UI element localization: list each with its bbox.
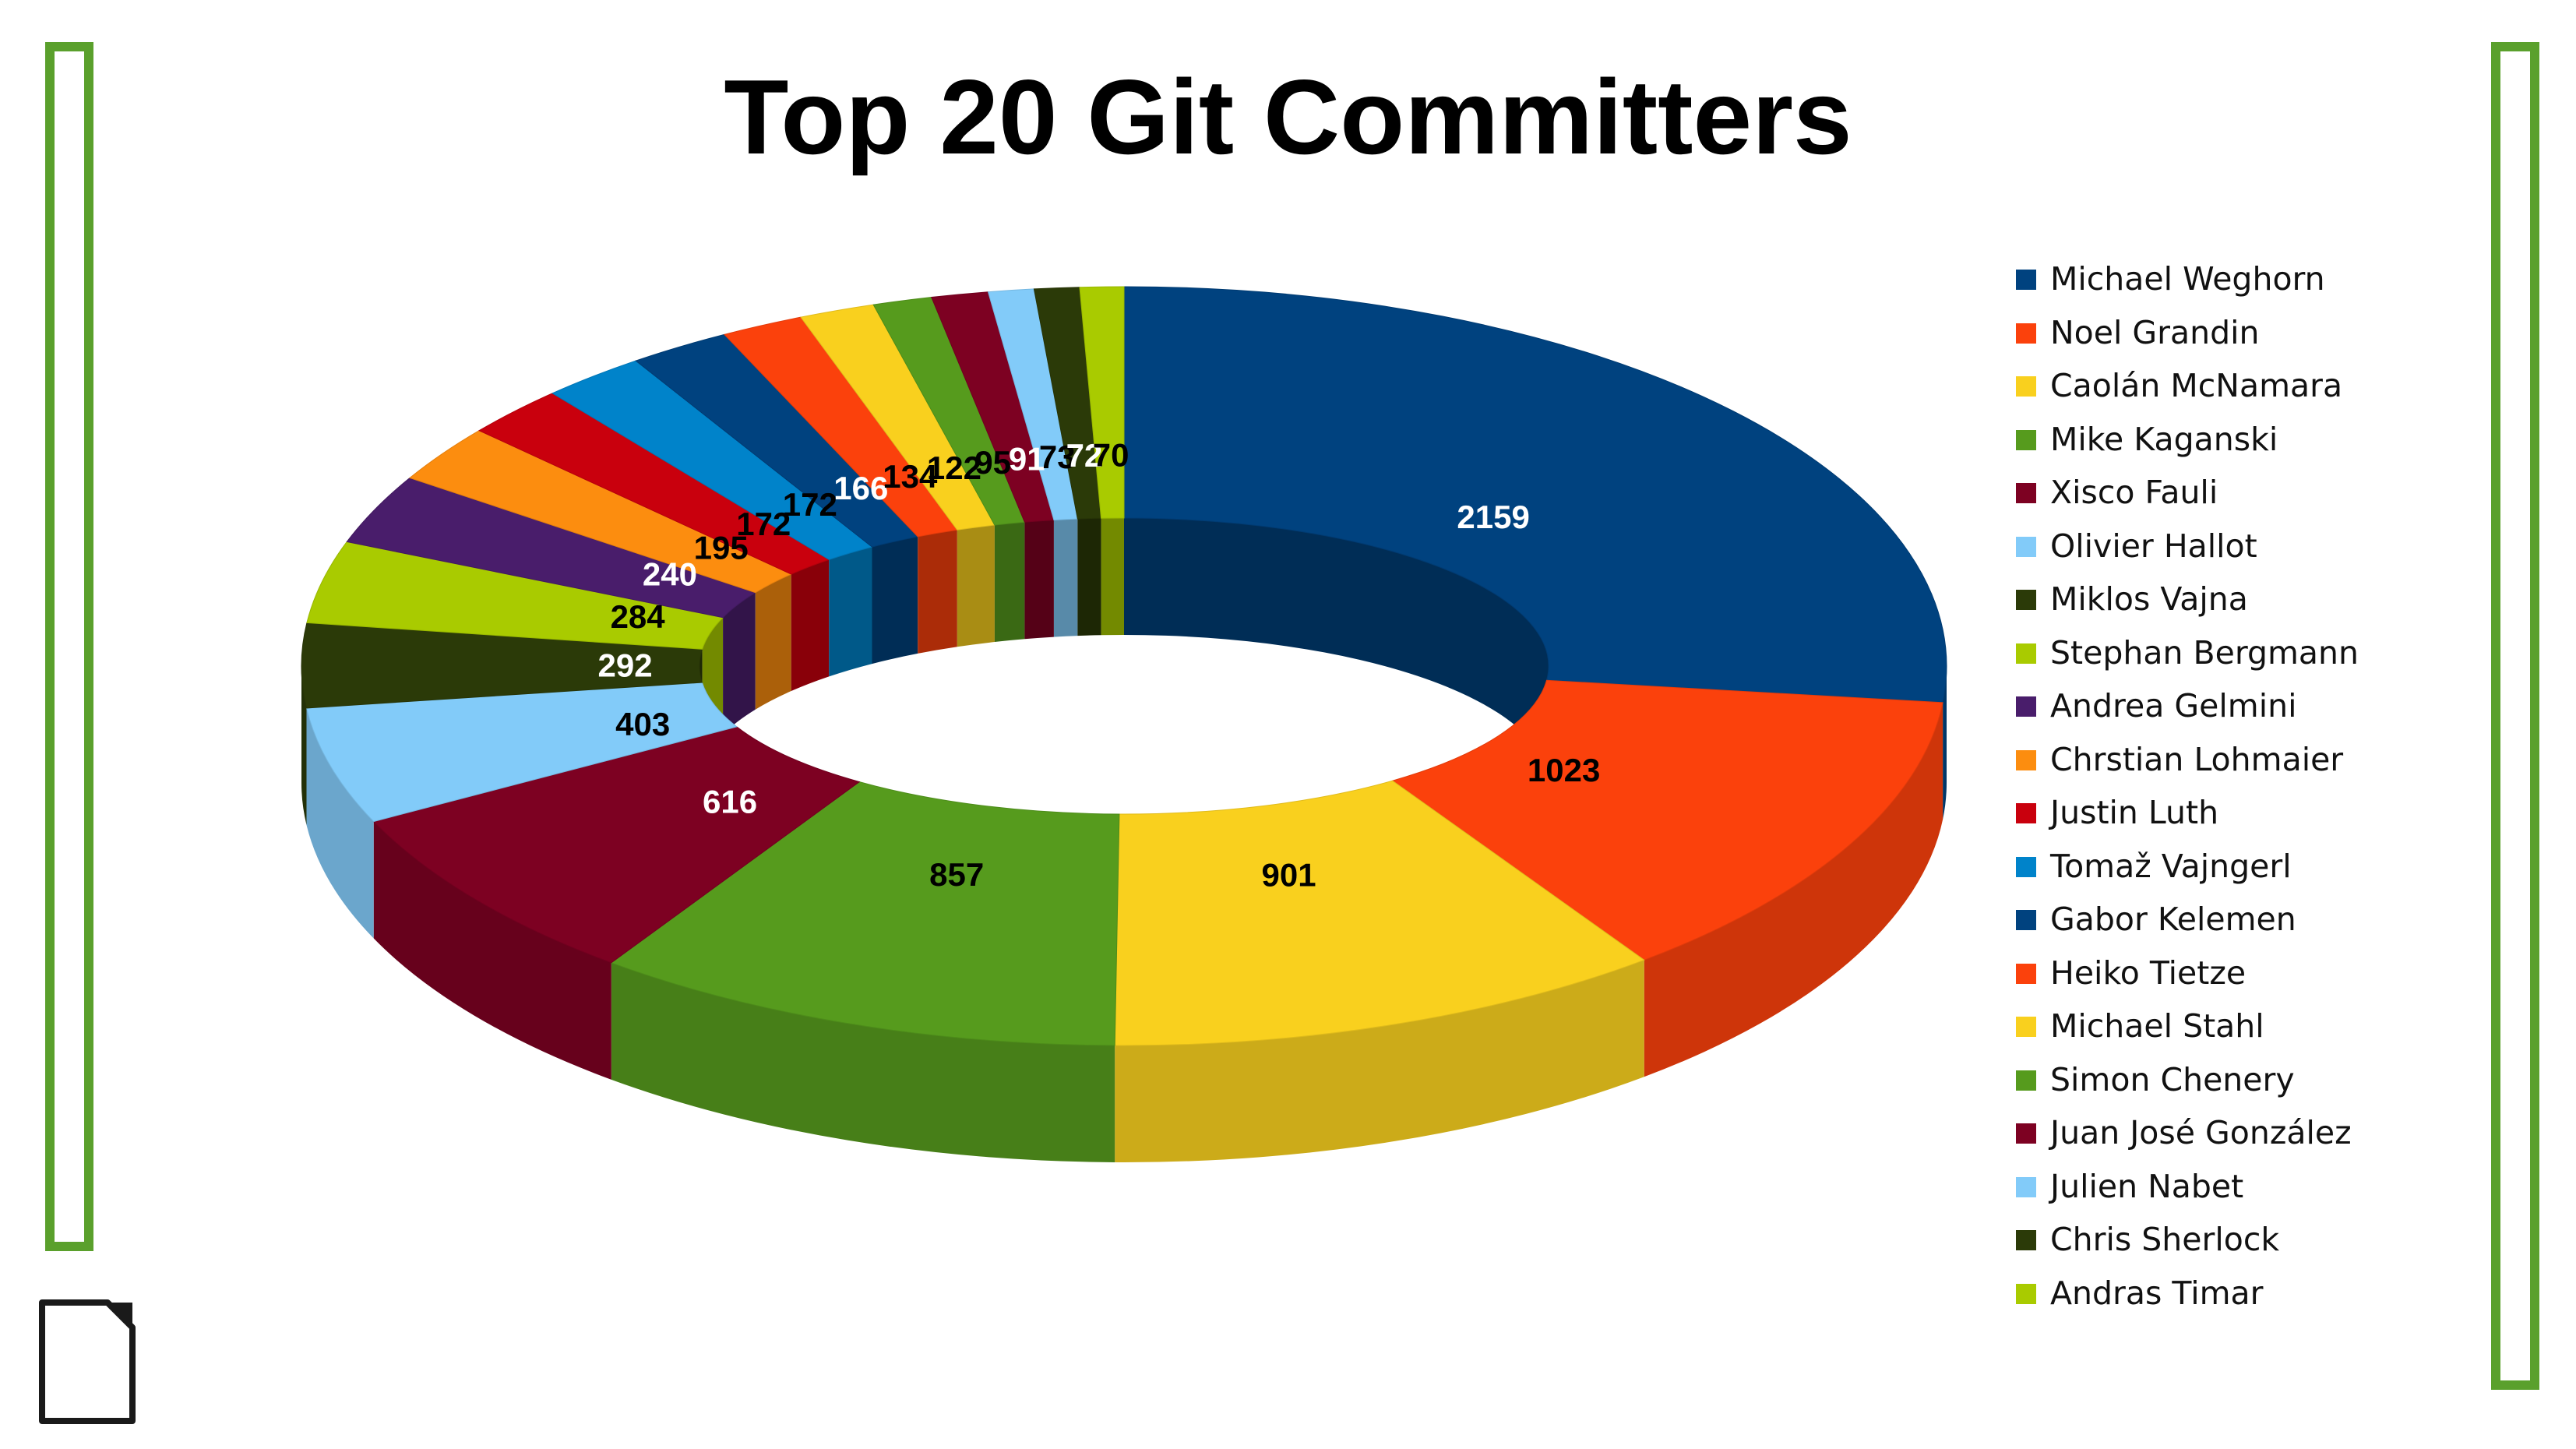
donut-inner-wall bbox=[957, 525, 995, 647]
slice-caolan-mcnamara bbox=[1114, 780, 1645, 1046]
left-frame-bar bbox=[45, 42, 93, 1251]
slice-andras-timar bbox=[1079, 286, 1125, 519]
slice-value-label: 95 bbox=[974, 444, 1011, 481]
donut-inner-wall bbox=[994, 522, 1025, 643]
donut-side bbox=[1943, 666, 1947, 820]
slice-value-label: 284 bbox=[611, 598, 666, 635]
donut-inner-wall bbox=[1053, 519, 1078, 637]
legend-swatch bbox=[2016, 910, 2036, 930]
slice-value-label: 1023 bbox=[1528, 752, 1600, 788]
slice-value-label: 172 bbox=[736, 506, 791, 542]
donut-inner-wall bbox=[791, 559, 830, 692]
donut-inner-wall bbox=[1024, 520, 1054, 640]
slice-value-label: 172 bbox=[783, 486, 837, 523]
slice-mike-kaganski bbox=[610, 781, 1120, 1046]
donut-top-faces bbox=[301, 286, 1947, 1046]
legend-swatch bbox=[2016, 696, 2036, 717]
slice-value-label: 616 bbox=[703, 783, 757, 820]
slice-value-label: 901 bbox=[1262, 856, 1316, 893]
legend-swatch bbox=[2016, 590, 2036, 610]
donut-side bbox=[611, 962, 1115, 1162]
slice-value-label: 122 bbox=[927, 450, 981, 486]
legend-label: Chris Sherlock bbox=[2050, 1221, 2280, 1258]
libreoffice-document-icon bbox=[39, 1299, 136, 1424]
donut-inner-wall bbox=[755, 574, 791, 710]
donut-inner-wall bbox=[1077, 518, 1101, 636]
right-frame-bar bbox=[2491, 42, 2539, 1390]
legend-label: Julien Nabet bbox=[2050, 1167, 2244, 1205]
legend-label: Chrstian Lohmaier bbox=[2050, 740, 2344, 778]
legend-label: Tomaž Vajngerl bbox=[2050, 847, 2292, 885]
legend-label: Xisco Fauli bbox=[2050, 474, 2218, 511]
slice-michael-weghorn bbox=[1123, 286, 1947, 703]
legend-label: Andrea Gelmini bbox=[2050, 687, 2297, 724]
slice-noel-grandin bbox=[1391, 679, 1943, 961]
legend-swatch bbox=[2016, 1070, 2036, 1091]
legend-swatch bbox=[2016, 1230, 2036, 1250]
legend-swatch bbox=[2016, 856, 2036, 877]
slice-value-label: 73 bbox=[1039, 439, 1076, 475]
legend-label: Andras Timar bbox=[2050, 1274, 2264, 1312]
legend-label: Miklos Vajna bbox=[2050, 580, 2248, 618]
legend-label: Simon Chenery bbox=[2050, 1060, 2295, 1098]
slice-value-label: 2159 bbox=[1457, 499, 1529, 535]
legend-swatch bbox=[2016, 483, 2036, 503]
donut-inner-wall bbox=[1124, 518, 1549, 783]
legend-swatch bbox=[2016, 643, 2036, 664]
legend-label: Olivier Hallot bbox=[2050, 527, 2257, 565]
legend-swatch bbox=[2016, 749, 2036, 770]
donut-side bbox=[1115, 960, 1644, 1162]
legend-label: Michael Stahl bbox=[2050, 1007, 2264, 1045]
slice-value-label: 166 bbox=[833, 470, 888, 506]
slice-value-label: 240 bbox=[643, 555, 697, 592]
legend-label: Caolán McNamara bbox=[2050, 367, 2343, 404]
legend-label: Gabor Kelemen bbox=[2050, 901, 2296, 938]
legend-swatch bbox=[2016, 270, 2036, 290]
slice-value-label: 72 bbox=[1066, 437, 1103, 474]
slice-value-label: 134 bbox=[883, 458, 938, 495]
donut-inner-wall bbox=[872, 536, 918, 665]
legend-swatch bbox=[2016, 1017, 2036, 1037]
legend-swatch bbox=[2016, 1176, 2036, 1197]
legend-swatch bbox=[2016, 803, 2036, 823]
legend-swatch bbox=[2016, 1283, 2036, 1304]
donut-inner-wall bbox=[829, 547, 872, 677]
slice-value-label: 70 bbox=[1093, 436, 1129, 473]
slice-value-label: 857 bbox=[929, 856, 984, 893]
legend-swatch bbox=[2016, 429, 2036, 450]
donut-inner-walls bbox=[700, 518, 1549, 783]
legend-label: Justin Luth bbox=[2050, 794, 2219, 831]
legend-swatch bbox=[2016, 1123, 2036, 1144]
donut-inner-wall bbox=[1101, 518, 1124, 636]
legend-swatch bbox=[2016, 323, 2036, 344]
legend-swatch bbox=[2016, 376, 2036, 397]
legend-swatch bbox=[2016, 536, 2036, 557]
donut-side bbox=[306, 707, 374, 939]
donut-side-walls bbox=[301, 666, 1947, 1162]
slice-xisco-fauli bbox=[372, 726, 861, 964]
donut-side bbox=[301, 666, 307, 825]
slice-value-label: 91 bbox=[1009, 441, 1045, 478]
slice-value-label: 292 bbox=[598, 647, 653, 684]
donut-side bbox=[373, 821, 611, 1080]
legend-label: Michael Weghorn bbox=[2050, 260, 2325, 298]
legend-label: Heiko Tietze bbox=[2050, 954, 2247, 992]
slice-value-label: 403 bbox=[615, 706, 670, 742]
legend-label: Stephan Bergmann bbox=[2050, 633, 2359, 672]
legend-swatch bbox=[2016, 963, 2036, 984]
donut-side bbox=[1644, 702, 1943, 1077]
donut-value-labels: 2159102390185761640329228424019517217216… bbox=[598, 436, 1601, 893]
chart-title: Top 20 Git Committers bbox=[724, 58, 1852, 176]
legend-label: Noel Grandin bbox=[2050, 313, 2260, 351]
legend-label: Mike Kaganski bbox=[2050, 420, 2278, 458]
donut-inner-wall bbox=[723, 592, 756, 735]
donut-inner-wall bbox=[918, 530, 957, 654]
slice-value-label: 195 bbox=[694, 529, 749, 566]
legend-label: Juan José González bbox=[2050, 1114, 2352, 1151]
